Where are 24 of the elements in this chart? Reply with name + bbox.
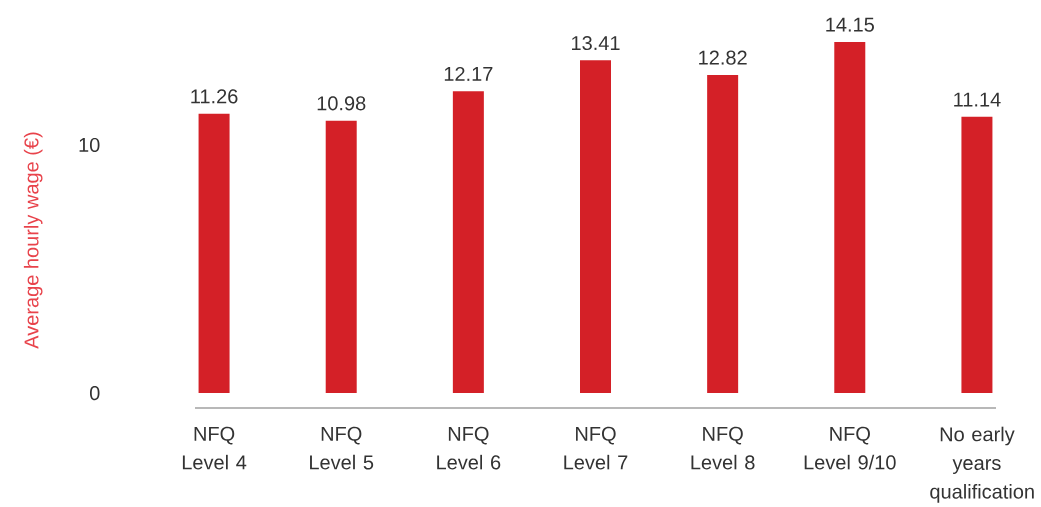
data-label: 14.15 bbox=[826, 17, 874, 32]
y-axis-title: Average hourly wage (€) bbox=[23, 132, 43, 349]
bar bbox=[452, 91, 484, 394]
bar bbox=[707, 75, 739, 394]
y-tick-label: 0 bbox=[89, 386, 100, 401]
data-label: 13.41 bbox=[572, 35, 620, 51]
data-label: 11.26 bbox=[191, 89, 238, 104]
data-label: 11.14 bbox=[954, 92, 1001, 107]
data-label: 12.82 bbox=[699, 50, 747, 65]
x-tick-label: NFQ Level 4 bbox=[182, 426, 247, 470]
x-tick-label: NFQ Level 5 bbox=[310, 426, 374, 470]
x-tick-label: NFQ Level 7 bbox=[564, 426, 628, 470]
x-tick-label: No early years qualification bbox=[930, 426, 1034, 503]
bar bbox=[325, 120, 357, 394]
bar bbox=[961, 116, 993, 394]
y-tick-label: 10 bbox=[79, 137, 100, 153]
data-label: 12.17 bbox=[444, 66, 493, 81]
bar bbox=[580, 60, 611, 394]
x-tick-label: NFQ Level 6 bbox=[437, 426, 501, 470]
bar bbox=[834, 42, 866, 394]
data-label: 10.98 bbox=[317, 96, 366, 111]
x-tick-label: NFQ Level 8 bbox=[691, 426, 755, 470]
bar bbox=[198, 113, 230, 394]
x-tick-label: NFQ Level 9/10 bbox=[804, 426, 896, 470]
